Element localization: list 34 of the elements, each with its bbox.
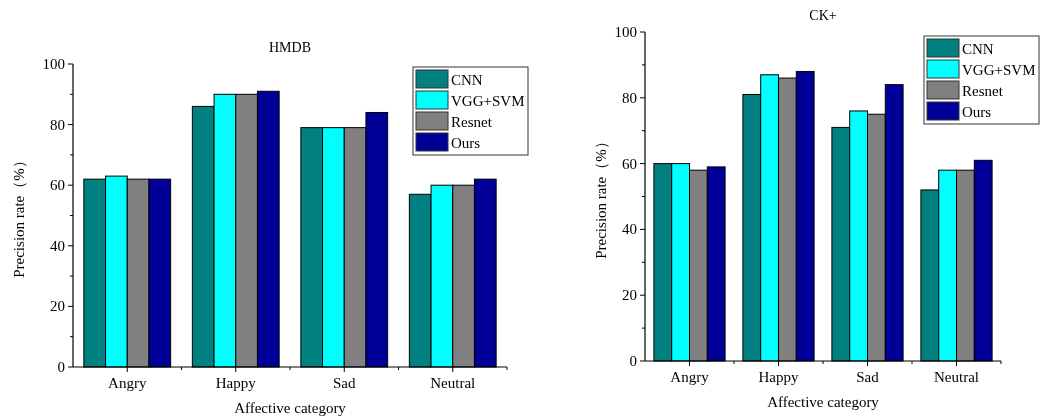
y-tick-label: 60	[622, 155, 637, 172]
legend-label: VGG+SVM	[962, 62, 1036, 78]
y-axis-title: Precision rate（%）	[593, 134, 609, 259]
y-tick-label: 80	[622, 89, 637, 106]
legend-label: Resnet	[451, 114, 493, 130]
legend-label: VGG+SVM	[451, 93, 525, 109]
y-axis-title: Precision rate（%）	[11, 153, 27, 278]
y-tick-label: 100	[42, 56, 65, 72]
chart-title: HMDB	[268, 40, 312, 55]
legend-label: CNN	[451, 72, 483, 88]
x-tick-label: Angry	[670, 369, 710, 385]
y-tick-label: 40	[622, 221, 637, 238]
x-axis-title: Affective category	[234, 400, 347, 416]
y-tick-label: 60	[50, 177, 65, 194]
chart-title: CK+	[809, 8, 837, 23]
legend-label: Ours	[962, 104, 992, 120]
legend-label: Ours	[451, 135, 481, 151]
x-tick-label: Neutral	[430, 375, 476, 391]
y-tick-label: 20	[622, 287, 637, 304]
y-tick-label: 100	[614, 24, 637, 40]
y-tick-label: 80	[50, 116, 65, 133]
x-tick-label: Angry	[108, 375, 147, 391]
x-tick-label: Sad	[856, 369, 880, 385]
y-tick-label: 40	[50, 237, 65, 254]
x-tick-label: Happy	[758, 369, 799, 385]
y-tick-label: 0	[629, 353, 637, 369]
y-tick-label: 0	[57, 359, 65, 375]
y-tick-label: 20	[50, 298, 65, 315]
legend-label: Resnet	[962, 83, 1004, 99]
x-axis-title: Affective category	[767, 394, 880, 410]
legend-label: CNN	[962, 41, 994, 57]
x-tick-label: Sad	[333, 375, 356, 391]
x-tick-label: Neutral	[934, 369, 979, 385]
x-tick-label: Happy	[215, 375, 257, 391]
